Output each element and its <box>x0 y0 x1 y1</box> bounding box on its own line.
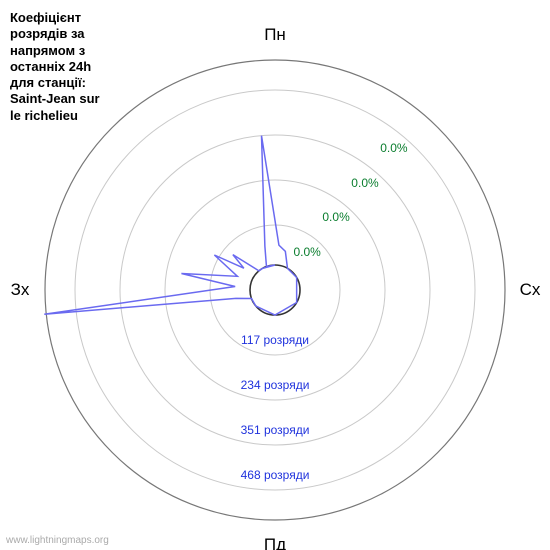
ring-label-count: 117 розряди <box>241 333 309 347</box>
ring-label-percent: 0.0% <box>322 210 349 224</box>
ring-label-percent: 0.0% <box>380 141 407 155</box>
footer-credit: www.lightningmaps.org <box>6 535 109 546</box>
axis-label: Пд <box>264 535 286 550</box>
ring-label-percent: 0.0% <box>351 176 378 190</box>
ring-label-count: 468 розряди <box>241 468 310 482</box>
ring-label-count: 351 розряди <box>241 423 310 437</box>
axis-label: Пн <box>264 25 286 45</box>
axis-label: Зх <box>11 280 30 300</box>
ring-label-percent: 0.0% <box>293 245 320 259</box>
axis-label: Сх <box>520 280 541 300</box>
chart-container: Коефіцієнт розрядів за напрямом з останн… <box>0 0 550 550</box>
chart-title: Коефіцієнт розрядів за напрямом з останн… <box>10 10 100 124</box>
ring-label-count: 234 розряди <box>241 378 310 392</box>
